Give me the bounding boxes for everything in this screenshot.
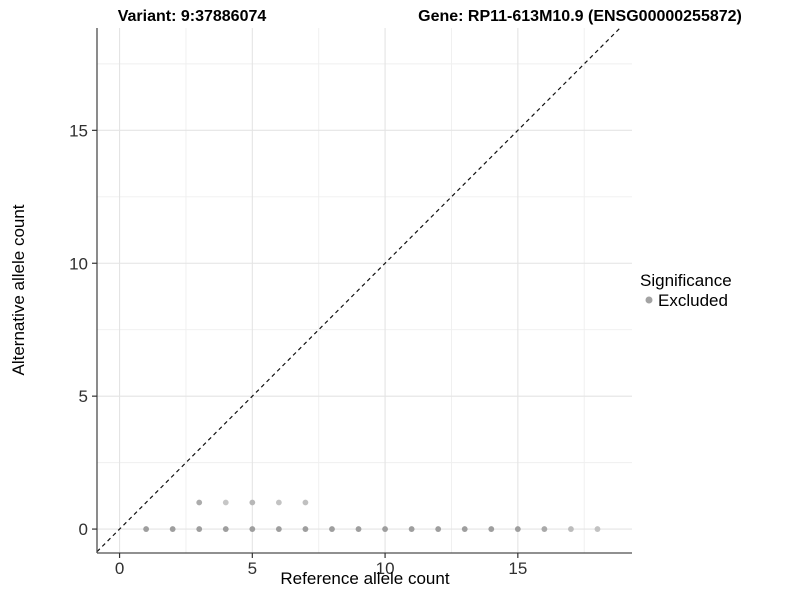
plot-panel: 0 5 10 15 0 5 10 15: [69, 27, 632, 578]
data-point: [249, 526, 256, 532]
data-point: [514, 526, 521, 532]
data-point: [302, 499, 309, 506]
data-point: [408, 526, 415, 532]
legend-marker-excluded-icon: [645, 296, 653, 304]
x-tick-label: 0: [115, 559, 124, 578]
legend-title: Significance: [640, 271, 732, 290]
data-point: [382, 526, 388, 532]
data-point: [249, 499, 256, 506]
legend-item-label: Excluded: [658, 291, 728, 310]
x-tick-label: 5: [248, 559, 257, 578]
y-tick-label: 15: [69, 121, 88, 140]
identity-dashed-line: [96, 27, 621, 553]
data-point: [222, 526, 229, 532]
data-point: [196, 499, 203, 506]
x-axis-title: Reference allele count: [280, 569, 449, 588]
legend: Significance Excluded: [640, 271, 732, 310]
data-point: [488, 526, 495, 532]
x-tick-label: 10: [376, 559, 395, 578]
data-point: [355, 526, 362, 532]
data-point: [435, 526, 442, 532]
data-point: [275, 499, 282, 506]
x-tick-label: 15: [508, 559, 527, 578]
plot-title-variant: Variant: 9:37886074: [118, 8, 267, 25]
y-axis-title: Alternative allele count: [9, 204, 28, 375]
data-point: [275, 526, 282, 532]
data-point: [594, 526, 601, 532]
data-point: [196, 526, 203, 532]
data-point: [302, 526, 309, 532]
plot-title-gene: Gene: RP11-613M10.9 (ENSG00000255872): [418, 8, 742, 25]
data-point: [329, 526, 335, 532]
data-point: [143, 526, 150, 532]
y-tick-label: 5: [79, 387, 88, 406]
y-tick-label: 10: [69, 254, 88, 273]
data-point: [222, 499, 229, 506]
data-point: [541, 526, 548, 532]
data-point: [568, 526, 574, 532]
data-point: [461, 526, 468, 532]
y-tick-label: 0: [79, 520, 88, 539]
data-point: [169, 526, 176, 532]
